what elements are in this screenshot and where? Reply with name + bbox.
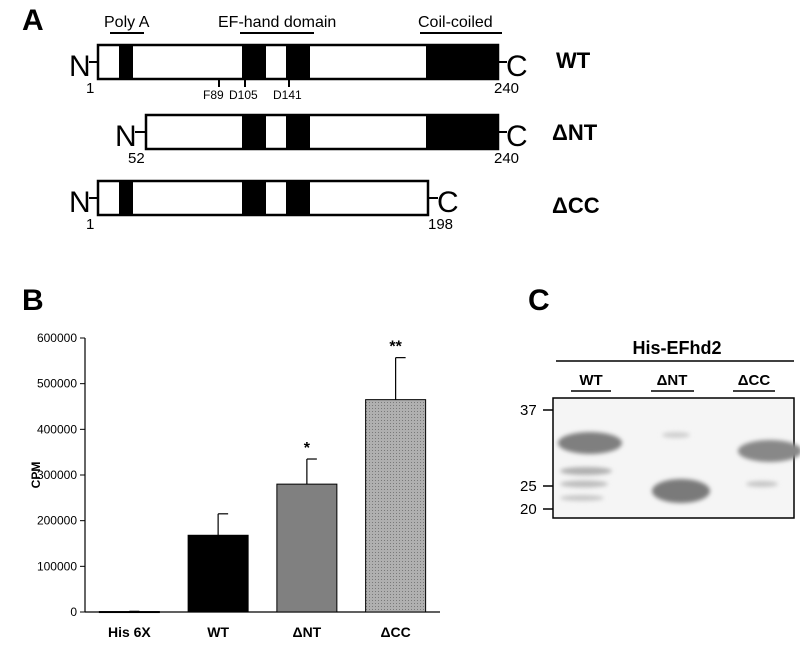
coil-block [426, 45, 498, 79]
y-tick-label: 200000 [37, 514, 77, 528]
panel-c-letter: C [528, 284, 550, 317]
mutation-d141: D141 [273, 88, 302, 102]
lane-label-wt: WT [579, 372, 602, 389]
gel-bands [558, 432, 800, 503]
coil-block [426, 115, 498, 149]
x-category-label: ΔNT [293, 624, 322, 640]
poly-a-block [119, 181, 133, 215]
lane-label-dcc: ΔCC [738, 372, 771, 389]
panel-a-letter: A [22, 4, 44, 37]
y-axis-label: CPM [29, 462, 43, 489]
coil-label: Coil-coiled [418, 14, 493, 31]
y-tick-label: 400000 [37, 422, 77, 436]
y-tick-label: 0 [70, 605, 77, 619]
end-position: 240 [494, 80, 519, 97]
band-wt-minor-2 [560, 480, 608, 488]
ef-hand-block-1 [242, 181, 266, 215]
end-position: 240 [494, 150, 519, 167]
ef-hand-block-1 [242, 115, 266, 149]
marker-label-25: 25 [520, 478, 537, 495]
ef-hand-label: EF-hand domain [218, 14, 336, 31]
band-dnt-minor [662, 432, 690, 438]
y-tick-label: 500000 [37, 377, 77, 391]
c-terminal-label: C [437, 186, 459, 219]
lane-label-dnt: ΔNT [657, 372, 688, 389]
x-category-label: His 6X [108, 624, 151, 640]
x-category-label: ΔCC [380, 624, 410, 640]
ef-hand-block-2 [286, 45, 310, 79]
poly-a-label: Poly A [104, 14, 150, 31]
gel-title: His-EFhd2 [632, 338, 721, 358]
ef-hand-block-1 [242, 45, 266, 79]
n-terminal-label: N [69, 50, 91, 83]
band-wt-minor-3 [560, 495, 604, 501]
y-tick-label: 100000 [37, 559, 77, 573]
significance-mark: ** [389, 339, 402, 356]
band-dnt-main [652, 479, 710, 503]
start-position: 52 [128, 150, 145, 167]
c-terminal-label: C [506, 50, 528, 83]
construct-name: WT [556, 48, 591, 73]
ef-hand-block-2 [286, 115, 310, 149]
marker-label-37: 37 [520, 402, 537, 419]
significance-mark: * [304, 440, 311, 457]
bar-chart: CPM 0 100000 200000 300000 400000 500000 60000… [29, 331, 440, 640]
poly-a-block [119, 45, 133, 79]
mutation-d105: D105 [229, 88, 258, 102]
mutation-f89: F89 [203, 88, 224, 102]
start-position: 1 [86, 216, 94, 233]
construct-dcc: N C 1 198 ΔCC [69, 179, 600, 233]
band-wt-main [558, 432, 622, 454]
bar-2 [187, 534, 249, 613]
y-tick-label: 300000 [37, 468, 77, 482]
n-terminal-label: N [69, 186, 91, 219]
n-terminal-label: N [115, 120, 137, 153]
start-position: 1 [86, 80, 94, 97]
y-tick-label: 600000 [37, 331, 77, 345]
bar-3 [276, 483, 338, 613]
marker-label-20: 20 [520, 501, 537, 518]
end-position: 198 [428, 216, 453, 233]
construct-name: ΔNT [552, 120, 598, 145]
construct-wt: N C 1 240 F89 D105 D141 WT [69, 43, 591, 102]
construct-dnt: N C 52 240 ΔNT [115, 113, 598, 167]
ef-hand-block-2 [286, 181, 310, 215]
band-dcc-main [738, 440, 800, 462]
x-category-label: WT [207, 624, 229, 640]
c-terminal-label: C [506, 120, 528, 153]
construct-name: ΔCC [552, 193, 600, 218]
band-dcc-minor [746, 481, 778, 487]
panel-b-letter: B [22, 284, 44, 317]
bar-4 [365, 399, 427, 613]
band-wt-minor-1 [560, 467, 612, 475]
